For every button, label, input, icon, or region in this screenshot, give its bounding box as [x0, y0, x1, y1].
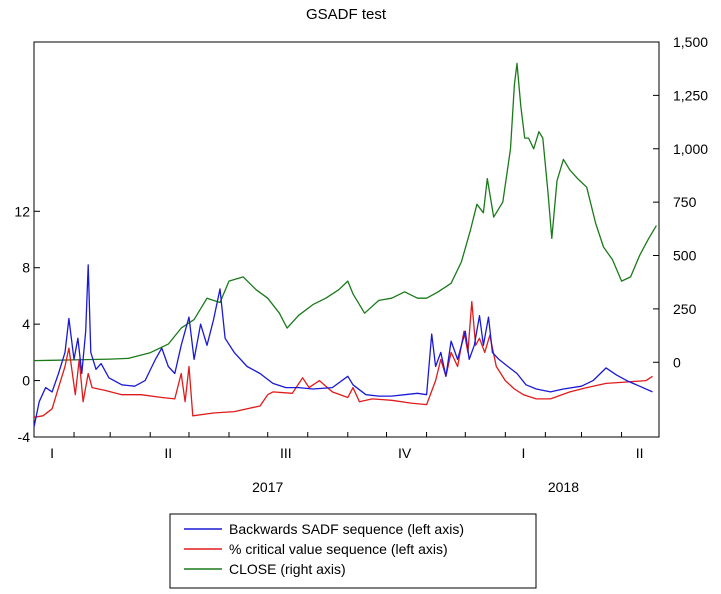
quarter-tick-label: I: [50, 445, 54, 461]
right-axis-tick-label: 1,000: [673, 141, 708, 157]
close-price-line: [33, 62, 657, 362]
left-axis-tick-label: -4: [18, 429, 31, 445]
plot-frame: [33, 41, 660, 438]
quarter-tick-label: I: [521, 445, 525, 461]
year-label: 2017: [252, 479, 283, 495]
right-axis-tick-label: 250: [673, 301, 697, 317]
right-axis-tick-label: 1,500: [673, 34, 708, 50]
right-axis-tick-label: 750: [673, 194, 697, 210]
legend: Backwards SADF sequence (left axis) % cri…: [184, 521, 464, 577]
right-axis-tick-label: 1,250: [673, 87, 708, 103]
quarter-tick-label: III: [280, 445, 292, 461]
right-axis-tick-label: 500: [673, 248, 697, 264]
legend-box: [169, 513, 537, 589]
legend-label: Backwards SADF sequence (left axis): [229, 521, 464, 537]
year-label: 2018: [548, 479, 579, 495]
quarter-tick-label: II: [164, 445, 172, 461]
legend-label: CLOSE (right axis): [229, 561, 346, 577]
left-axis-tick-label: 12: [14, 203, 30, 219]
quarter-tick-label: II: [636, 445, 644, 461]
quarter-tick-label: IV: [398, 445, 412, 461]
right-axis-tick-label: 0: [673, 354, 681, 370]
left-axis-tick-label: 8: [22, 260, 30, 276]
critical-value-line: [33, 300, 653, 418]
left-axis-tick-label: 4: [22, 316, 30, 332]
legend-label: % critical value sequence (left axis): [229, 541, 448, 557]
series-layer: [33, 62, 657, 428]
chart-title: GSADF test: [306, 6, 387, 23]
left-axis-tick-label: 0: [22, 373, 30, 389]
bsadf-sequence-line: [33, 264, 653, 428]
